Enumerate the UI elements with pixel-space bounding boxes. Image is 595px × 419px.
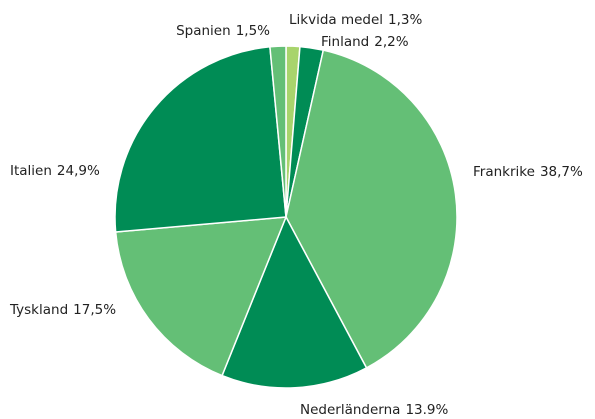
slice-label: Frankrike 38,7% xyxy=(473,164,583,180)
slice-label: Likvida medel 1,3% xyxy=(289,12,423,28)
pie-slice xyxy=(221,215,368,389)
slice-value: 2,2% xyxy=(374,34,408,50)
slice-label: Tyskland 17,5% xyxy=(9,302,116,318)
slice-name: Italien xyxy=(10,163,52,179)
slice-label: Spanien 1,5% xyxy=(176,23,270,39)
slice-name: Nederländerna xyxy=(300,402,400,418)
slice-label: Italien 24,9% xyxy=(10,163,100,179)
slice-label: Nederländerna 13.9% xyxy=(300,402,448,418)
slice-name: Frankrike xyxy=(473,164,535,180)
slice-label: Finland 2,2% xyxy=(321,34,409,50)
slice-value: 24,9% xyxy=(57,163,100,179)
slice-value: 13.9% xyxy=(405,402,448,418)
slice-name: Tyskland xyxy=(9,302,68,318)
pie-slice xyxy=(269,45,287,218)
slice-value: 1,5% xyxy=(236,23,270,39)
pie-slice xyxy=(114,45,287,233)
slice-value: 17,5% xyxy=(73,302,116,318)
pie-slice xyxy=(114,216,288,377)
slice-name: Spanien xyxy=(176,23,231,39)
pie-slice xyxy=(285,49,458,369)
slice-value: 1,3% xyxy=(388,12,422,28)
slice-name: Likvida medel xyxy=(289,12,383,28)
slice-value: 38,7% xyxy=(540,164,583,180)
slice-name: Finland xyxy=(321,34,369,50)
